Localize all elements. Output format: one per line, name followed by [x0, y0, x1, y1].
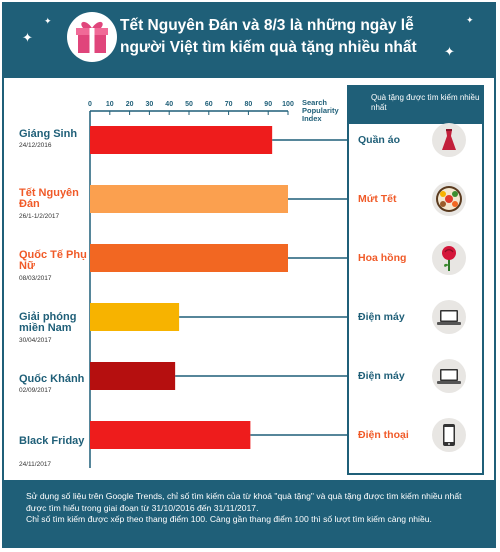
x-tick-label: 30	[146, 101, 154, 108]
bar	[90, 244, 288, 272]
gift-label: Điện máy	[358, 370, 405, 382]
category-date: 24/11/2017	[19, 461, 52, 468]
gift-label: Điện máy	[358, 311, 405, 323]
x-axis-title: Search Popularity Index	[302, 98, 339, 123]
x-tick-label: 10	[106, 101, 114, 108]
gift-label: Mứt Tết	[358, 193, 397, 205]
category-date: 30/04/2017	[19, 337, 52, 344]
candy-tray-icon	[432, 182, 466, 216]
category-label: Giáng Sinh	[19, 128, 78, 140]
gift-label: Hoa hồng	[358, 252, 407, 264]
laptop-icon	[432, 300, 466, 334]
sparkle-icon: ✦	[444, 44, 455, 59]
bar	[90, 303, 180, 331]
category-date: 24/12/2016	[19, 142, 52, 149]
sparkle-icon: ✦	[466, 15, 474, 25]
x-tick-label: 40	[165, 101, 173, 108]
x-tick-label: 50	[185, 101, 193, 108]
page-title: Tết Nguyên Đán và 8/3 là những ngày lễ n…	[120, 17, 417, 56]
gift-box-icon	[67, 12, 117, 62]
gift-panel-header: Quà tặng được tìm kiếm nhiều nhất	[349, 87, 482, 124]
gift-label: Quần áo	[358, 134, 401, 146]
category-date: 02/09/2017	[19, 387, 52, 394]
bar	[90, 421, 251, 449]
dress-icon	[432, 123, 466, 157]
category-label: Giải phóng miền Nam	[19, 311, 77, 334]
header-banner: ✦ ✦ ✦ ✦ Tết Nguyên Đán và 8/3 là những n…	[4, 4, 494, 78]
x-tick-label: 100	[282, 101, 294, 108]
phone-icon	[432, 418, 466, 452]
sparkle-icon: ✦	[22, 30, 33, 45]
x-tick-label: 80	[245, 101, 253, 108]
bar-chart: 0 10 20 30 40 50 60 70 80 90 100	[88, 101, 358, 468]
x-tick-label: 90	[264, 101, 272, 108]
footer-note: Sử dụng số liệu trên Google Trends, chỉ …	[4, 480, 494, 548]
x-tick-label: 20	[126, 101, 134, 108]
category-label: Tết Nguyên Đán	[19, 187, 79, 210]
gift-label: Điện thoại	[358, 429, 409, 441]
footer-line-2: Chỉ số tìm kiếm được xếp theo thang điểm…	[26, 514, 432, 524]
laptop-icon	[432, 359, 466, 393]
bar	[90, 185, 288, 213]
x-tick-label: 60	[205, 101, 213, 108]
category-label: Quốc Khánh	[19, 373, 85, 385]
bar	[90, 126, 273, 154]
x-tick-label: 70	[225, 101, 233, 108]
category-label: Black Friday	[19, 435, 85, 447]
x-tick-label: 0	[88, 101, 92, 108]
footer-line-1: Sử dụng số liệu trên Google Trends, chỉ …	[26, 491, 462, 513]
category-date: 26/1-1/2/2017	[19, 213, 60, 220]
category-label: Quốc Tế Phụ Nữ	[19, 249, 87, 272]
bar	[90, 362, 176, 390]
category-date: 08/03/2017	[19, 275, 52, 282]
rose-icon	[432, 241, 466, 275]
sparkle-icon: ✦	[44, 16, 52, 26]
